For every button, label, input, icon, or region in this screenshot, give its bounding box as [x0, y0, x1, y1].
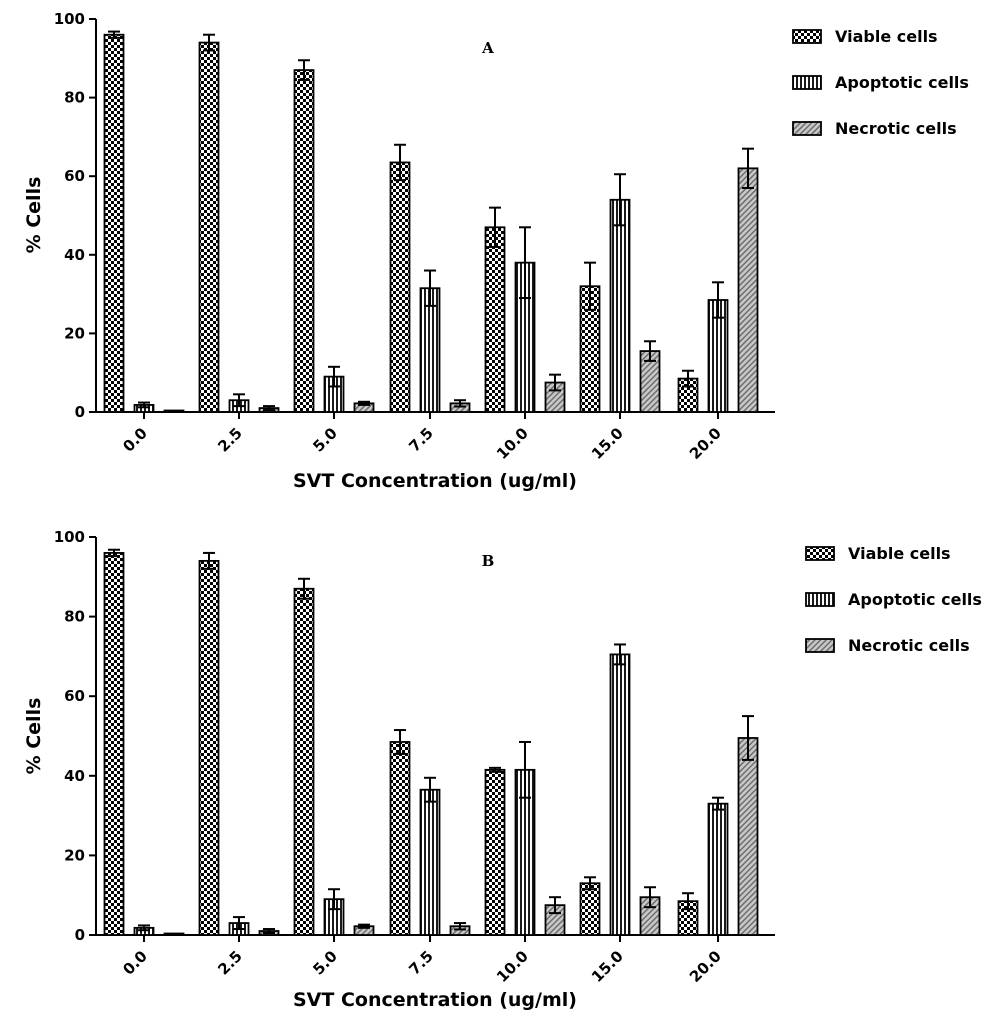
bar-necrotic-cells [737, 737, 759, 936]
x-tick-label: 15.0 [588, 947, 627, 986]
bar-necrotic-cells [163, 932, 185, 936]
x-tick-label: 7.5 [405, 424, 437, 456]
y-tick-label: 60 [64, 167, 85, 185]
panel-letter: A [481, 39, 494, 57]
y-tick-label: 80 [64, 89, 85, 107]
x-axis-title: SVT Concentration (ug/ml) [293, 470, 577, 492]
y-tick-label: 20 [64, 846, 85, 864]
y-tick-label: 40 [64, 246, 85, 264]
x-tick-label: 15.0 [588, 424, 627, 463]
bar-viable-cells [103, 33, 125, 413]
x-tick-label: 5.0 [309, 947, 341, 979]
y-axis-title: % Cells [23, 698, 45, 775]
bar-viable-cells [293, 69, 315, 413]
x-tick-label: 0.0 [119, 947, 151, 979]
panel-letter: B [482, 552, 495, 570]
x-tick-label: 10.0 [493, 424, 532, 463]
bar-viable-cells [389, 741, 411, 936]
chart-panel-B: B 0 20 40 60 80 100 % Cells SVT Concentration (u… [23, 528, 982, 1011]
bar-viable-cells [293, 587, 315, 936]
legend-swatch [792, 29, 822, 44]
y-tick-label: 100 [54, 528, 85, 546]
bar-apoptotic-cells [609, 653, 631, 936]
legend-label: Apoptotic cells [848, 590, 982, 609]
chart-panel-A: A 0 20 40 60 80 100 % Cells SVT Concentration (u… [23, 10, 969, 492]
y-tick-label: 40 [64, 767, 85, 785]
y-tick-label: 60 [64, 687, 85, 705]
legend-swatch [792, 75, 822, 90]
bar-necrotic-cells [163, 409, 185, 413]
y-tick-label: 80 [64, 608, 85, 626]
bar-viable-cells [198, 559, 220, 936]
x-tick-label: 7.5 [405, 947, 437, 979]
bar-viable-cells [484, 768, 506, 936]
legend-swatch [805, 638, 835, 653]
legend-swatch [805, 592, 835, 607]
x-tick-label: 20.0 [686, 424, 725, 463]
bar-viable-cells [484, 226, 506, 413]
x-tick-label: 2.5 [214, 424, 246, 456]
legend-label: Necrotic cells [848, 636, 970, 655]
legend-swatch [792, 121, 822, 136]
x-tick-label: 20.0 [686, 947, 725, 986]
bar-necrotic-cells [737, 167, 759, 413]
bar-viable-cells [579, 882, 601, 936]
bar-apoptotic-cells [419, 788, 441, 936]
legend-label: Viable cells [848, 544, 951, 563]
y-axis-title: % Cells [23, 177, 45, 254]
bar-viable-cells [198, 41, 220, 413]
y-tick-label: 20 [64, 324, 85, 342]
bar-viable-cells [103, 552, 125, 936]
bar-apoptotic-cells [707, 802, 729, 936]
x-axis-title: SVT Concentration (ug/ml) [293, 989, 577, 1011]
x-tick-label: 2.5 [214, 947, 246, 979]
x-tick-label: 10.0 [493, 947, 532, 986]
y-tick-label: 0 [75, 403, 85, 421]
bar-apoptotic-cells [609, 198, 631, 413]
bar-viable-cells [389, 161, 411, 413]
y-tick-label: 0 [75, 926, 85, 944]
legend-label: Viable cells [835, 27, 938, 46]
x-tick-label: 0.0 [119, 424, 151, 456]
x-tick-label: 5.0 [309, 424, 341, 456]
y-tick-label: 100 [54, 10, 85, 28]
legend-label: Apoptotic cells [835, 73, 969, 92]
legend-label: Necrotic cells [835, 119, 957, 138]
legend-swatch [805, 546, 835, 561]
